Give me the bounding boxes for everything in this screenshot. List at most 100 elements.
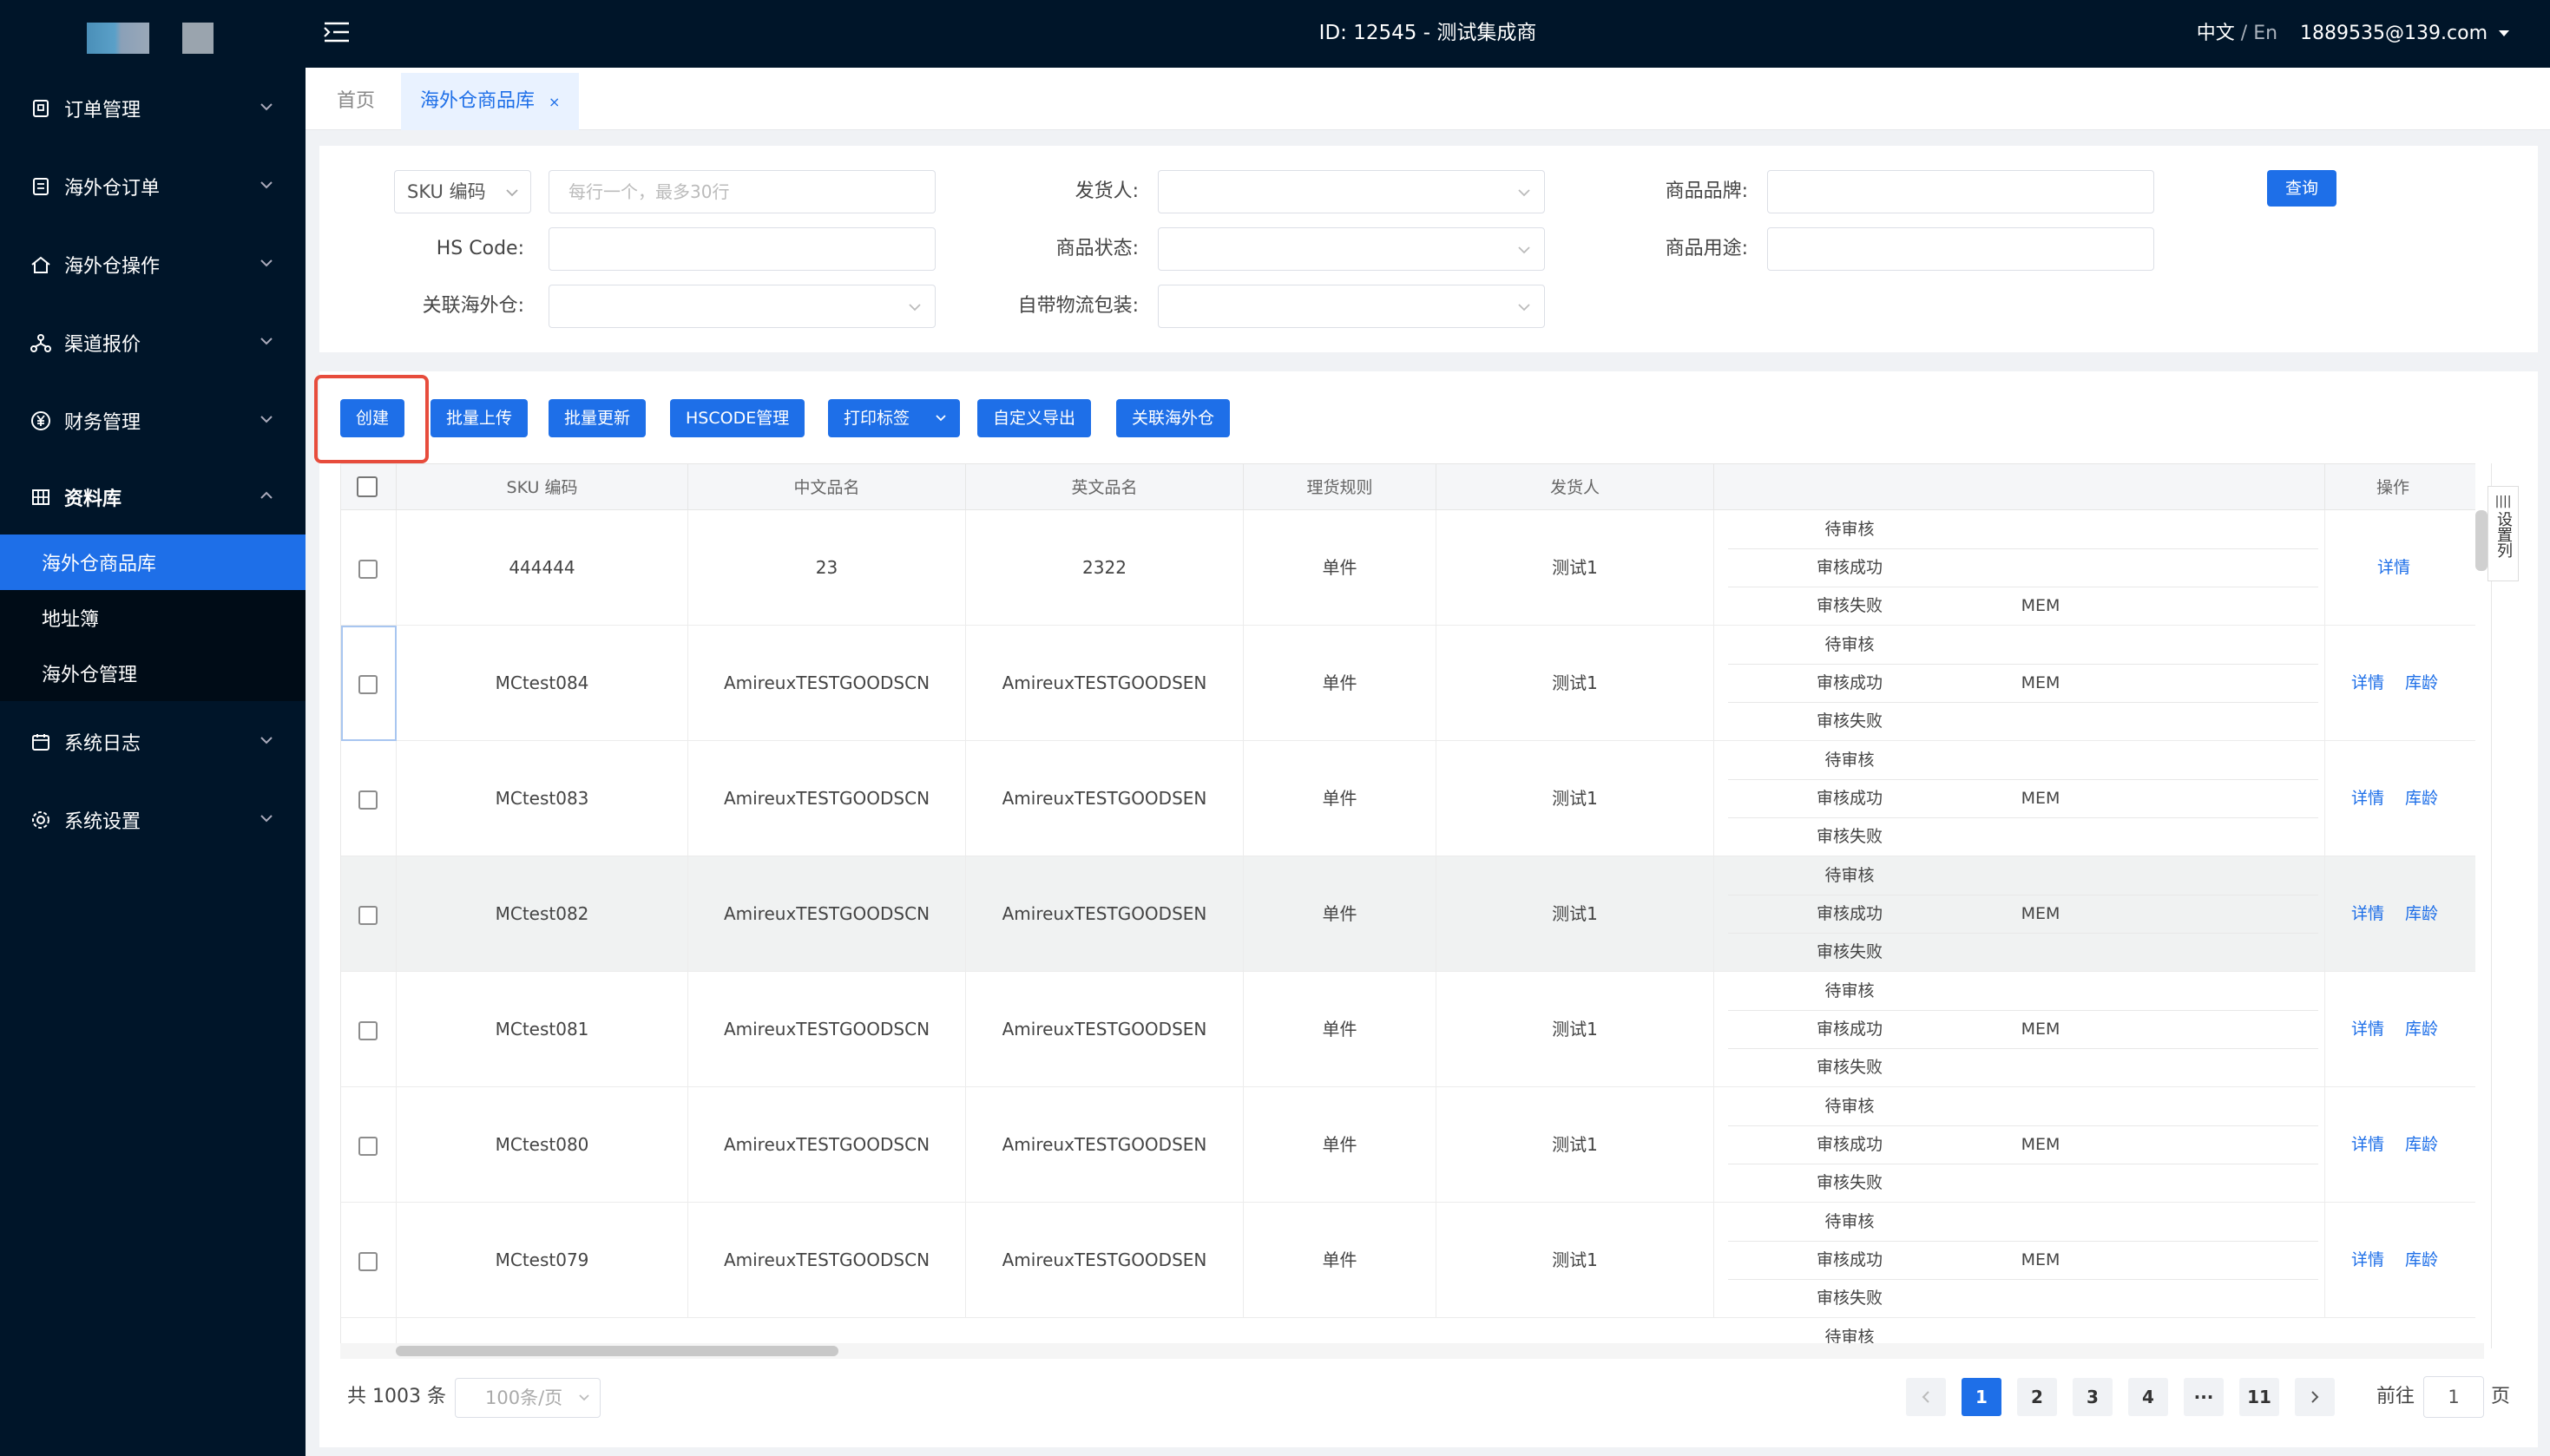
detail-link[interactable]: 详情 <box>2351 673 2385 692</box>
en-name-cell: AmireuxTESTGOODSEN <box>966 626 1244 741</box>
row-checkbox[interactable] <box>358 1137 378 1156</box>
stock-age-link[interactable]: 库龄 <box>2405 1250 2439 1269</box>
sidebar-subitem-warehouse-manage[interactable]: 海外仓管理 <box>0 646 306 701</box>
row-checkbox[interactable] <box>358 675 378 694</box>
stock-age-link[interactable]: 库龄 <box>2405 673 2439 692</box>
sku-input[interactable]: 每行一个，最多30行 <box>549 170 936 213</box>
en-name-cell: 2322 <box>966 510 1244 626</box>
row-checkbox[interactable] <box>358 1021 378 1040</box>
create-button[interactable]: 创建 <box>340 399 405 437</box>
link-warehouse-button[interactable]: 关联海外仓 <box>1116 399 1231 437</box>
sidebar-item-overseas-orders[interactable]: 海外仓订单 <box>0 148 306 226</box>
sidebar-item-overseas-ops[interactable]: 海外仓操作 <box>0 226 306 304</box>
mem-text: MEM <box>2021 1250 2060 1269</box>
row-checkbox[interactable] <box>358 1252 378 1271</box>
mem-text: MEM <box>2021 673 2060 692</box>
status-text: 待审核 <box>1824 520 1875 539</box>
status-text: 审核失败 <box>1816 827 1883 846</box>
sidebar-item-orders[interactable]: 订单管理 <box>0 69 306 148</box>
sidebar-item-channel-quote[interactable]: 渠道报价 <box>0 304 306 382</box>
status-text: 审核失败 <box>1816 1289 1883 1308</box>
page-button[interactable]: 1 <box>1962 1378 2001 1416</box>
row-checkbox[interactable] <box>358 560 378 579</box>
stock-age-link[interactable]: 库龄 <box>2405 789 2439 808</box>
status-line: 待审核 <box>1728 626 2318 664</box>
more-pages-button[interactable]: ··· <box>2184 1378 2224 1416</box>
sidebar-item-database[interactable]: 资料库 <box>0 458 306 536</box>
page-button[interactable]: 3 <box>2073 1378 2113 1416</box>
custom-export-button[interactable]: 自定义导出 <box>977 399 1092 437</box>
status-select[interactable] <box>1158 227 1545 271</box>
detail-link[interactable]: 详情 <box>2377 558 2411 577</box>
detail-link[interactable]: 详情 <box>2351 1135 2385 1154</box>
sidebar-item-finance[interactable]: 财务管理 <box>0 382 306 460</box>
sidebar-item-system-settings[interactable]: 系统设置 <box>0 781 306 859</box>
tab-product-library[interactable]: 海外仓商品库 × <box>401 73 580 130</box>
shipper-cell: 测试1 <box>1436 741 1714 856</box>
vertical-scrollbar[interactable] <box>2475 510 2488 571</box>
brand-input[interactable] <box>1767 170 2154 213</box>
shipper-cell: 测试1 <box>1436 1087 1714 1203</box>
en-name-cell: AmireuxTESTGOODSEN <box>966 1203 1244 1318</box>
ops-cell <box>2325 972 2461 1087</box>
next-page-button[interactable] <box>2295 1378 2335 1416</box>
print-label-button[interactable]: 打印标签 <box>828 399 960 437</box>
sku-type-select[interactable]: SKU 编码 <box>394 170 531 213</box>
close-icon[interactable]: × <box>549 94 561 110</box>
status-line: 审核成功 MEM <box>1728 895 2318 933</box>
batch-update-button[interactable]: 批量更新 <box>549 399 647 437</box>
detail-link[interactable]: 详情 <box>2351 789 2385 808</box>
sidebar-subitem-product-library[interactable]: 海外仓商品库 <box>0 535 306 590</box>
lang-en[interactable]: En <box>2253 23 2278 44</box>
prev-page-button[interactable] <box>1906 1378 1946 1416</box>
lang-zh[interactable]: 中文 <box>2196 23 2235 44</box>
column-settings-tab[interactable]: |||| 设置列 <box>2488 486 2519 581</box>
menu-toggle-icon[interactable] <box>323 19 352 45</box>
goto-page-input[interactable]: 1 <box>2423 1376 2484 1418</box>
status-text: 审核失败 <box>1816 942 1883 961</box>
language-switch[interactable]: 中文 / En <box>2197 1 2277 67</box>
chevron-down-icon <box>1518 246 1530 254</box>
rule-cell: 单件 <box>1244 856 1436 972</box>
row-checkbox[interactable] <box>358 790 378 810</box>
stock-age-link[interactable]: 库龄 <box>2405 1135 2439 1154</box>
status-line: 审核失败 <box>1728 1164 2318 1202</box>
warehouse-select[interactable] <box>549 285 936 328</box>
hscode-manage-button[interactable]: HSCODE管理 <box>670 399 805 437</box>
status-divider <box>1728 702 2318 703</box>
detail-link[interactable]: 详情 <box>2351 904 2385 923</box>
usage-label: 商品用途: <box>1665 238 1748 259</box>
shipper-cell: 测试1 <box>1436 510 1714 626</box>
usage-input[interactable] <box>1767 227 2154 271</box>
rule-cell: 单件 <box>1244 1203 1436 1318</box>
select-all-checkbox[interactable] <box>357 476 378 497</box>
detail-link[interactable]: 详情 <box>2351 1250 2385 1269</box>
en-name-cell: AmireuxTESTGOODSEN <box>966 972 1244 1087</box>
stock-age-link[interactable]: 库龄 <box>2405 904 2439 923</box>
hs-code-input[interactable] <box>549 227 936 271</box>
column-settings-label: 设置列 <box>2494 511 2513 558</box>
stock-age-link[interactable]: 库龄 <box>2405 1020 2439 1039</box>
status-divider <box>1728 1279 2318 1280</box>
status-divider <box>1728 1125 2318 1126</box>
cn-name-cell: AmireuxTESTGOODSCN <box>688 856 966 972</box>
packaging-select[interactable] <box>1158 285 1545 328</box>
page-size-select[interactable]: 100条/页 <box>455 1378 601 1418</box>
shipper-select[interactable] <box>1158 170 1545 213</box>
row-checkbox[interactable] <box>358 906 378 925</box>
sidebar-item-system-log[interactable]: 系统日志 <box>0 703 306 781</box>
page-button[interactable]: 4 <box>2128 1378 2168 1416</box>
table-header: SKU 编码 中文品名 英文品名 理货规则 发货人 操作 <box>341 463 2475 511</box>
header-sku: SKU 编码 <box>397 464 688 511</box>
horizontal-scrollbar[interactable] <box>396 1346 838 1356</box>
sidebar-subitem-address-book[interactable]: 地址簿 <box>0 590 306 646</box>
page-button[interactable]: 2 <box>2017 1378 2057 1416</box>
tab-home[interactable]: 首页 <box>318 73 394 130</box>
page-button[interactable]: 11 <box>2239 1378 2279 1416</box>
user-menu[interactable]: 1889535@139.com <box>2300 1 2510 67</box>
detail-link[interactable]: 详情 <box>2351 1020 2385 1039</box>
status-cell <box>1714 626 2325 741</box>
query-button[interactable]: 查询 <box>2267 170 2336 207</box>
batch-upload-button[interactable]: 批量上传 <box>430 399 529 437</box>
sku-input-placeholder: 每行一个，最多30行 <box>568 181 730 202</box>
